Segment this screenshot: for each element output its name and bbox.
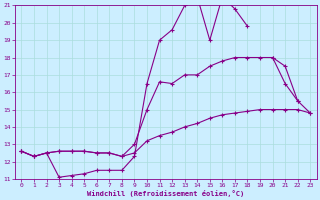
X-axis label: Windchill (Refroidissement éolien,°C): Windchill (Refroidissement éolien,°C): [87, 190, 244, 197]
